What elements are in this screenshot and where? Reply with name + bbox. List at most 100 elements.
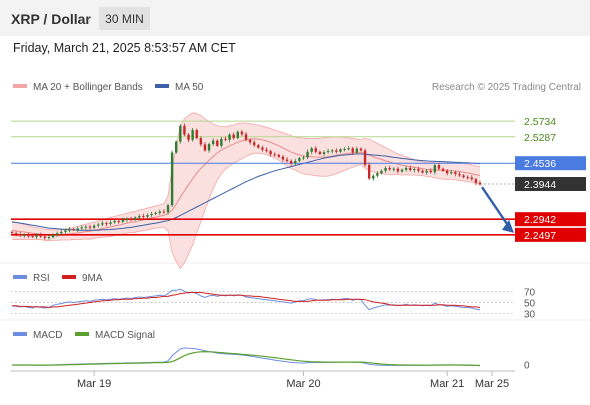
legend-swatch-bollinger bbox=[13, 84, 27, 88]
candle-body bbox=[253, 142, 256, 146]
timestamp: Friday, March 21, 2025 8:53:57 AM CET bbox=[13, 41, 236, 55]
candle-body bbox=[84, 226, 88, 228]
macd-line bbox=[11, 347, 481, 367]
legend-swatch-rsi bbox=[13, 275, 27, 279]
candle-body bbox=[404, 167, 408, 170]
candle-body bbox=[64, 230, 67, 232]
legend-ma50-label: MA 50 bbox=[175, 82, 204, 93]
bollinger-lower-line bbox=[11, 152, 481, 270]
macd-tick-label: 0 bbox=[524, 361, 530, 372]
candle-body bbox=[10, 231, 14, 233]
candle-body bbox=[133, 217, 137, 220]
candle-body bbox=[454, 172, 457, 174]
resistance-label: 2.5734 bbox=[524, 116, 556, 128]
candle-body bbox=[76, 228, 79, 230]
candle-body bbox=[97, 224, 100, 226]
support-tag bbox=[515, 212, 586, 227]
candle-body bbox=[396, 168, 400, 172]
candle-body bbox=[117, 221, 120, 223]
candle-body bbox=[35, 235, 38, 237]
pivot-tag bbox=[515, 156, 586, 171]
forecast-arrow-shaft bbox=[481, 186, 510, 228]
resistance-label: 2.5287 bbox=[524, 132, 556, 144]
rsi-tick-label: 50 bbox=[524, 299, 536, 310]
candle-body bbox=[47, 237, 51, 239]
macd-signal-line bbox=[12, 350, 481, 366]
candle-body bbox=[351, 148, 354, 153]
candle-body bbox=[125, 218, 129, 220]
candle-body bbox=[27, 234, 30, 237]
candle-body bbox=[445, 170, 449, 174]
ma50-line bbox=[11, 153, 481, 231]
symbol-title: XRP / Dollar bbox=[11, 11, 91, 27]
candle-body bbox=[384, 167, 387, 171]
candle-body bbox=[187, 134, 190, 140]
candle-body bbox=[183, 125, 186, 135]
candle-body bbox=[466, 177, 469, 179]
candle-body bbox=[376, 173, 379, 176]
candle-body bbox=[322, 152, 326, 154]
candle-body bbox=[92, 225, 96, 228]
candle-body bbox=[179, 125, 182, 142]
candle-body bbox=[39, 235, 42, 237]
candle-body bbox=[273, 154, 276, 156]
candle-body bbox=[417, 169, 420, 171]
candle-body bbox=[269, 151, 272, 155]
bollinger-upper-line bbox=[11, 112, 481, 231]
candle-body bbox=[261, 147, 264, 150]
candle-body bbox=[150, 214, 153, 216]
candle-body bbox=[425, 170, 428, 173]
candle-body bbox=[433, 165, 437, 173]
candle-body bbox=[326, 151, 330, 153]
candle-body bbox=[31, 236, 34, 238]
candle-body bbox=[450, 172, 453, 174]
candle-body bbox=[207, 144, 211, 151]
legend-swatch-ma50 bbox=[155, 84, 169, 88]
candle-body bbox=[236, 131, 239, 139]
candle-body bbox=[72, 229, 75, 231]
candle-body bbox=[232, 134, 235, 139]
candle-body bbox=[88, 226, 92, 228]
candle-body bbox=[277, 154, 281, 157]
pivot-label: 2.4536 bbox=[524, 158, 556, 170]
candle-body bbox=[470, 177, 473, 180]
candle-body bbox=[162, 211, 166, 213]
rsi-line bbox=[11, 288, 481, 311]
candle-body bbox=[224, 138, 227, 140]
candle-body bbox=[203, 144, 207, 151]
legend-swatch-rsi-ma bbox=[62, 275, 76, 279]
candle-body bbox=[400, 169, 404, 172]
candle-body bbox=[314, 148, 317, 152]
candle-body bbox=[14, 232, 18, 235]
rsi-tick-label: 70 bbox=[524, 287, 536, 298]
candle-body bbox=[339, 149, 342, 152]
candle-body bbox=[409, 167, 412, 171]
candle-body bbox=[294, 160, 297, 164]
candle-body bbox=[478, 182, 482, 185]
candle-body bbox=[175, 141, 178, 153]
candle-body bbox=[129, 218, 133, 220]
candle-body bbox=[429, 170, 432, 173]
candle-body bbox=[318, 151, 322, 154]
support-label: 2.2942 bbox=[524, 214, 556, 226]
candle-body bbox=[240, 131, 244, 135]
candle-body bbox=[166, 205, 170, 213]
rsi-tick-label: 30 bbox=[524, 310, 536, 321]
title-bar bbox=[0, 0, 590, 36]
candle-body bbox=[55, 233, 59, 235]
candle-body bbox=[257, 145, 260, 148]
candle-body bbox=[298, 158, 301, 161]
interval-label[interactable]: 30 MIN bbox=[105, 12, 144, 26]
candle-body bbox=[335, 150, 338, 152]
candle-body bbox=[289, 160, 293, 164]
candle-body bbox=[101, 223, 104, 225]
bollinger-band-area bbox=[12, 112, 480, 269]
forecast-arrow-head bbox=[502, 219, 514, 233]
time-tick-label: Mar 21 bbox=[430, 378, 464, 390]
interval-badge[interactable] bbox=[99, 7, 150, 30]
candle-body bbox=[310, 148, 313, 152]
candle-body bbox=[421, 170, 424, 173]
candle-body bbox=[109, 222, 112, 224]
candle-body bbox=[80, 227, 83, 229]
legend-macd-signal-label: MACD Signal bbox=[95, 330, 155, 341]
